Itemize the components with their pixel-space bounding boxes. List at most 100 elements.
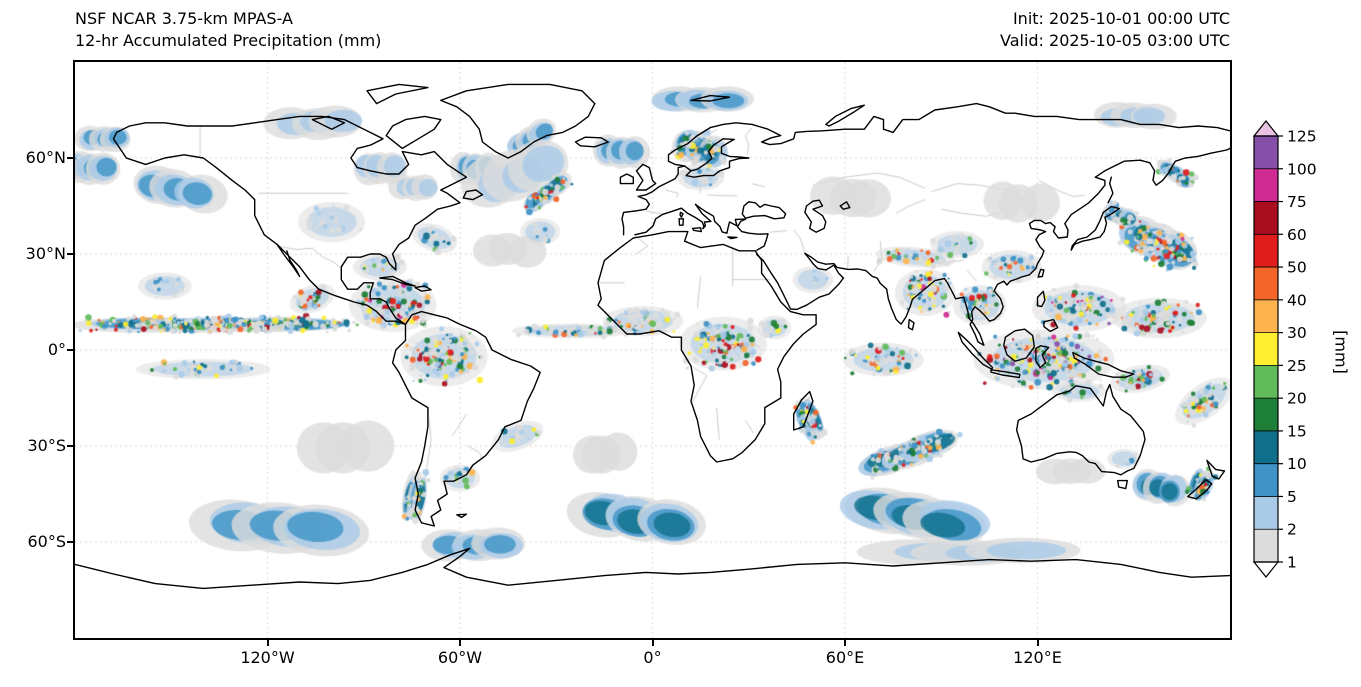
y-tick-mark — [67, 445, 73, 447]
coastline-path — [1036, 290, 1046, 308]
coastline-path — [1003, 328, 1035, 362]
coastline-path — [635, 163, 657, 191]
x-tick-mark — [844, 640, 846, 646]
plot-title: NSF NCAR 3.75-km MPAS-A 12-hr Accumulate… — [75, 8, 381, 52]
coastline-path — [680, 203, 712, 230]
coastline-path — [366, 83, 429, 105]
x-tick-label: 120°W — [240, 648, 295, 667]
coastline-path — [75, 547, 1230, 590]
colorbar-tick-label: 100 — [1287, 160, 1317, 178]
coastline-path — [1187, 478, 1213, 500]
coastline-path — [634, 207, 683, 236]
coastline-path — [414, 285, 432, 292]
coastline-path — [574, 136, 609, 148]
colorbar-tick-label: 1 — [1287, 554, 1297, 572]
colorbar-tick-label: 40 — [1287, 291, 1307, 309]
plot-title-line1: NSF NCAR 3.75-km MPAS-A — [75, 9, 293, 28]
coastline-path — [1117, 479, 1128, 490]
coastline-path — [385, 115, 442, 150]
coastline-path — [1035, 345, 1050, 369]
colorbar-tick-label: 30 — [1287, 324, 1307, 342]
colorbar-segment — [1254, 201, 1278, 235]
coastline-path — [736, 218, 769, 251]
colorbar-tick-label: 75 — [1287, 193, 1307, 211]
init-valid-times: Init: 2025-10-01 00:00 UTC Valid: 2025-1… — [1000, 8, 1230, 52]
colorbar-segment — [1254, 463, 1278, 497]
coastline-path — [1206, 459, 1226, 480]
coastline-path — [727, 236, 738, 240]
coastline-path — [667, 102, 1230, 167]
colorbar-segment — [1254, 332, 1278, 366]
colorbar-tick-label: 5 — [1287, 488, 1297, 506]
x-tick-mark — [651, 640, 654, 646]
coastline-path — [462, 189, 484, 201]
coastline-path — [619, 173, 634, 185]
coastline-path — [276, 243, 301, 278]
colorbar-segment — [1254, 529, 1278, 563]
coastline-path — [456, 513, 468, 519]
colorbar-over-arrow — [1253, 120, 1280, 137]
coastline-path — [379, 275, 416, 287]
coastline-path — [839, 201, 851, 210]
coastline-path — [907, 318, 915, 331]
map-panel — [73, 60, 1232, 640]
colorbar-segment — [1254, 496, 1278, 530]
y-tick-label: 0° — [47, 340, 66, 359]
y-tick-label: 30°N — [25, 244, 66, 263]
coastline-path — [1070, 205, 1120, 251]
coastline-path — [756, 252, 845, 311]
coastline-path — [1043, 318, 1059, 333]
coastline-path — [690, 94, 731, 102]
valid-time: Valid: 2025-10-05 03:00 UTC — [999, 31, 1230, 50]
x-tick-label: 60°W — [437, 648, 483, 667]
coastline-path — [1015, 383, 1146, 476]
colorbar-segment — [1254, 398, 1278, 432]
coastline-path — [1037, 268, 1045, 278]
y-tick-mark — [67, 349, 73, 351]
colorbar: 125 100 75 60 50 40 30 25 20 15 10 5 2 1 — [1253, 120, 1317, 578]
coastline-path — [112, 115, 468, 326]
coastline-path — [990, 369, 1021, 379]
x-tick-label: 60°E — [825, 648, 865, 667]
colorbar-segment — [1254, 168, 1278, 203]
colorbar-segment — [1254, 267, 1278, 301]
colorbar-tick-label: 60 — [1287, 226, 1307, 244]
coastline-layer — [75, 83, 1230, 590]
y-tick-label: 30°S — [27, 436, 66, 455]
y-tick-label: 60°N — [25, 148, 66, 167]
colorbar-unit-label: [mm] — [1331, 330, 1351, 374]
coastline-path — [793, 390, 814, 431]
x-tick-label: 120°E — [1013, 648, 1062, 667]
coastline-path — [825, 104, 865, 127]
coastline-path — [957, 331, 994, 370]
plot-title-line2: 12-hr Accumulated Precipitation (mm) — [75, 31, 382, 50]
colorbar-under-arrow — [1253, 561, 1280, 578]
colorbar-tick-label: 25 — [1287, 357, 1307, 375]
x-tick-mark — [1036, 640, 1039, 646]
colorbar-segment — [1254, 234, 1278, 268]
y-tick-mark — [67, 253, 73, 255]
coastline-path — [678, 218, 684, 226]
x-tick-mark — [459, 640, 461, 646]
x-tick-mark — [266, 640, 269, 646]
y-tick-label: 60°S — [27, 532, 66, 551]
coastline-path — [440, 83, 596, 159]
coastline-path — [1107, 176, 1114, 204]
precipitation-layer — [75, 62, 1230, 638]
coastline-path — [679, 211, 684, 218]
colorbar-tick-label: 2 — [1287, 521, 1297, 539]
coastline-path — [804, 199, 827, 233]
colorbar-tick-label: 50 — [1287, 259, 1307, 277]
y-tick-mark — [67, 541, 73, 543]
colorbar-segment — [1254, 365, 1278, 399]
coastline-path — [621, 138, 750, 236]
coastline-path — [391, 310, 541, 527]
colorbar-tick-label: 125 — [1287, 128, 1317, 146]
coastline-path — [691, 227, 702, 233]
colorbar-tick-label: 20 — [1287, 390, 1307, 408]
coastline-path — [597, 230, 817, 463]
coastline-path — [311, 115, 346, 130]
y-tick-mark — [67, 157, 73, 159]
init-time: Init: 2025-10-01 00:00 UTC — [1012, 9, 1230, 28]
